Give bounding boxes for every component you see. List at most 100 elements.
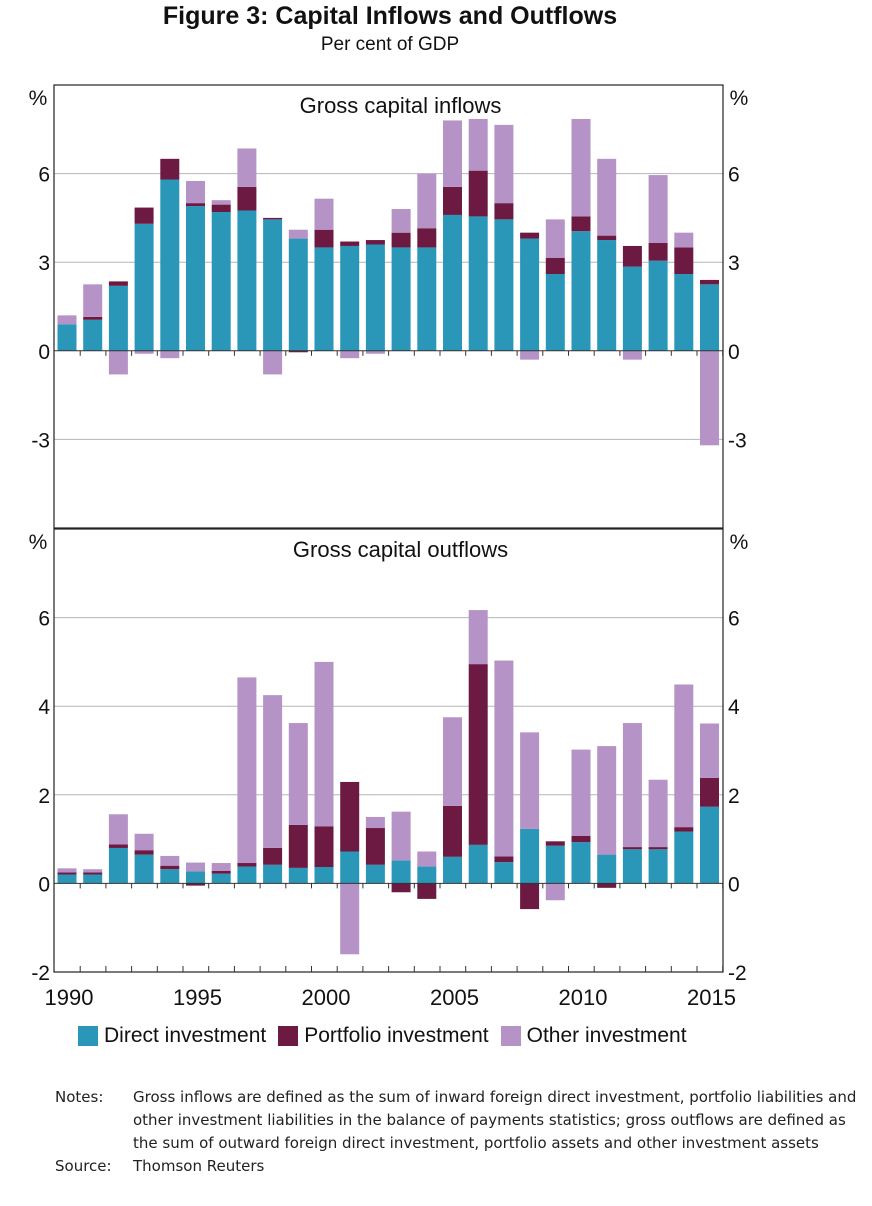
- bar-portfolio-1999: [288, 824, 308, 868]
- bar-direct-1995: [186, 871, 205, 884]
- bar-direct-2013: [648, 849, 668, 884]
- bar-other-2003: [391, 209, 411, 233]
- bar-portfolio-2015: [700, 279, 719, 285]
- bar-other-2008: [520, 732, 540, 829]
- bar-portfolio-1990: [57, 872, 77, 875]
- y-tick-label-right: -2: [728, 962, 747, 985]
- bar-direct-2011: [597, 854, 617, 884]
- bar-portfolio-2007: [494, 856, 514, 863]
- bar-direct-2001: [340, 245, 360, 351]
- y-tick-label-left: 6: [38, 608, 50, 631]
- unit-label-left: %: [29, 531, 48, 554]
- bar-direct-2010: [571, 842, 591, 884]
- bar-portfolio-2005: [443, 805, 462, 857]
- bar-portfolio-2008: [520, 883, 540, 910]
- legend-swatch-direct: [78, 1026, 98, 1046]
- bar-other-1990: [57, 868, 77, 873]
- y-tick-label-right: 4: [728, 696, 740, 719]
- bar-direct-2013: [648, 260, 668, 351]
- bar-portfolio-1996: [211, 204, 231, 212]
- bar-portfolio-1997: [237, 863, 257, 867]
- panel-title: Gross capital inflows: [300, 93, 502, 118]
- panel-title: Gross capital outflows: [293, 537, 508, 562]
- notes-label: Notes:: [55, 1088, 104, 1106]
- bar-other-1990: [57, 315, 77, 325]
- figure-notes: Notes: Gross inflows are defined as the …: [55, 1086, 865, 1178]
- bar-other-2009: [545, 219, 565, 258]
- legend-item-other: Other investment: [500, 1024, 687, 1048]
- bar-other-2010: [571, 749, 591, 836]
- bar-other-1991: [83, 869, 103, 873]
- bar-other-2011: [597, 158, 617, 236]
- y-tick-label-left: 0: [38, 873, 50, 896]
- bar-portfolio-2009: [545, 257, 565, 275]
- bar-direct-1996: [211, 873, 231, 884]
- bar-portfolio-2014: [674, 247, 694, 275]
- source-text: Thomson Reuters: [133, 1157, 265, 1175]
- bar-other-1998: [263, 350, 283, 375]
- bar-direct-2002: [365, 864, 385, 884]
- bar-direct-2007: [494, 219, 514, 351]
- y-tick-label-left: 4: [38, 696, 50, 719]
- legend-item-portfolio: Portfolio investment: [278, 1024, 489, 1048]
- bar-portfolio-2002: [365, 828, 385, 865]
- bar-other-2002: [365, 816, 385, 829]
- bar-other-1996: [211, 200, 231, 205]
- y-tick-label-right: 6: [728, 608, 740, 631]
- bar-direct-2006: [468, 216, 488, 351]
- x-tick-label: 1995: [173, 985, 222, 1010]
- y-tick-label-left: 0: [38, 341, 50, 364]
- panel-inflows: Gross capital inflows% % -3 -3 0 0 3 3 6 6: [29, 84, 748, 529]
- bar-direct-2012: [622, 266, 642, 351]
- bar-other-2015: [700, 350, 719, 446]
- bar-other-2013: [648, 779, 668, 848]
- bar-portfolio-2005: [443, 186, 462, 215]
- x-tick-label: 2015: [687, 985, 736, 1010]
- bar-direct-1994: [160, 869, 180, 884]
- bar-other-2000: [314, 661, 334, 827]
- bar-other-2004: [417, 851, 437, 867]
- y-tick-label-right: 2: [728, 785, 740, 808]
- bar-direct-2004: [417, 866, 437, 884]
- bar-portfolio-1998: [263, 847, 283, 865]
- x-tick-label: 2005: [430, 985, 479, 1010]
- legend-label-portfolio: Portfolio investment: [304, 1024, 489, 1047]
- legend-swatch-other: [500, 1026, 521, 1046]
- bar-direct-2007: [494, 862, 514, 884]
- bar-direct-1993: [134, 854, 154, 884]
- bar-portfolio-2014: [674, 827, 694, 832]
- x-tick-label: 2000: [302, 985, 351, 1010]
- bar-other-1993: [134, 833, 154, 851]
- bar-other-1992: [108, 350, 128, 375]
- bar-other-2011: [597, 746, 617, 855]
- bar-portfolio-1994: [160, 158, 180, 180]
- bar-portfolio-1997: [237, 186, 257, 211]
- bar-direct-2014: [674, 831, 694, 884]
- bar-direct-2003: [391, 247, 411, 351]
- bar-portfolio-1995: [186, 203, 205, 207]
- bar-other-2001: [340, 883, 360, 955]
- bar-other-2002: [365, 350, 385, 354]
- bar-direct-2015: [700, 284, 719, 351]
- bar-direct-2000: [314, 247, 334, 351]
- bar-portfolio-2002: [365, 240, 385, 245]
- bar-direct-1991: [83, 319, 103, 351]
- bar-portfolio-1994: [160, 865, 180, 870]
- y-tick-label-right: 0: [728, 341, 740, 364]
- chart-legend: Direct investment Portfolio investment O…: [78, 1024, 699, 1048]
- bar-other-1999: [288, 229, 308, 239]
- bar-direct-1997: [237, 210, 257, 351]
- bar-other-2005: [443, 717, 462, 806]
- bar-direct-1990: [57, 324, 77, 351]
- figure-subtitle: Per cent of GDP: [320, 34, 460, 55]
- bar-other-1998: [263, 695, 283, 848]
- y-tick-label-left: 3: [38, 252, 50, 275]
- bar-portfolio-2001: [340, 241, 360, 246]
- bar-direct-1998: [263, 864, 283, 884]
- bar-portfolio-1993: [134, 207, 154, 224]
- bar-other-1995: [186, 862, 205, 872]
- bar-other-2006: [468, 118, 488, 171]
- bar-other-2008: [520, 350, 540, 360]
- bar-direct-2011: [597, 240, 617, 351]
